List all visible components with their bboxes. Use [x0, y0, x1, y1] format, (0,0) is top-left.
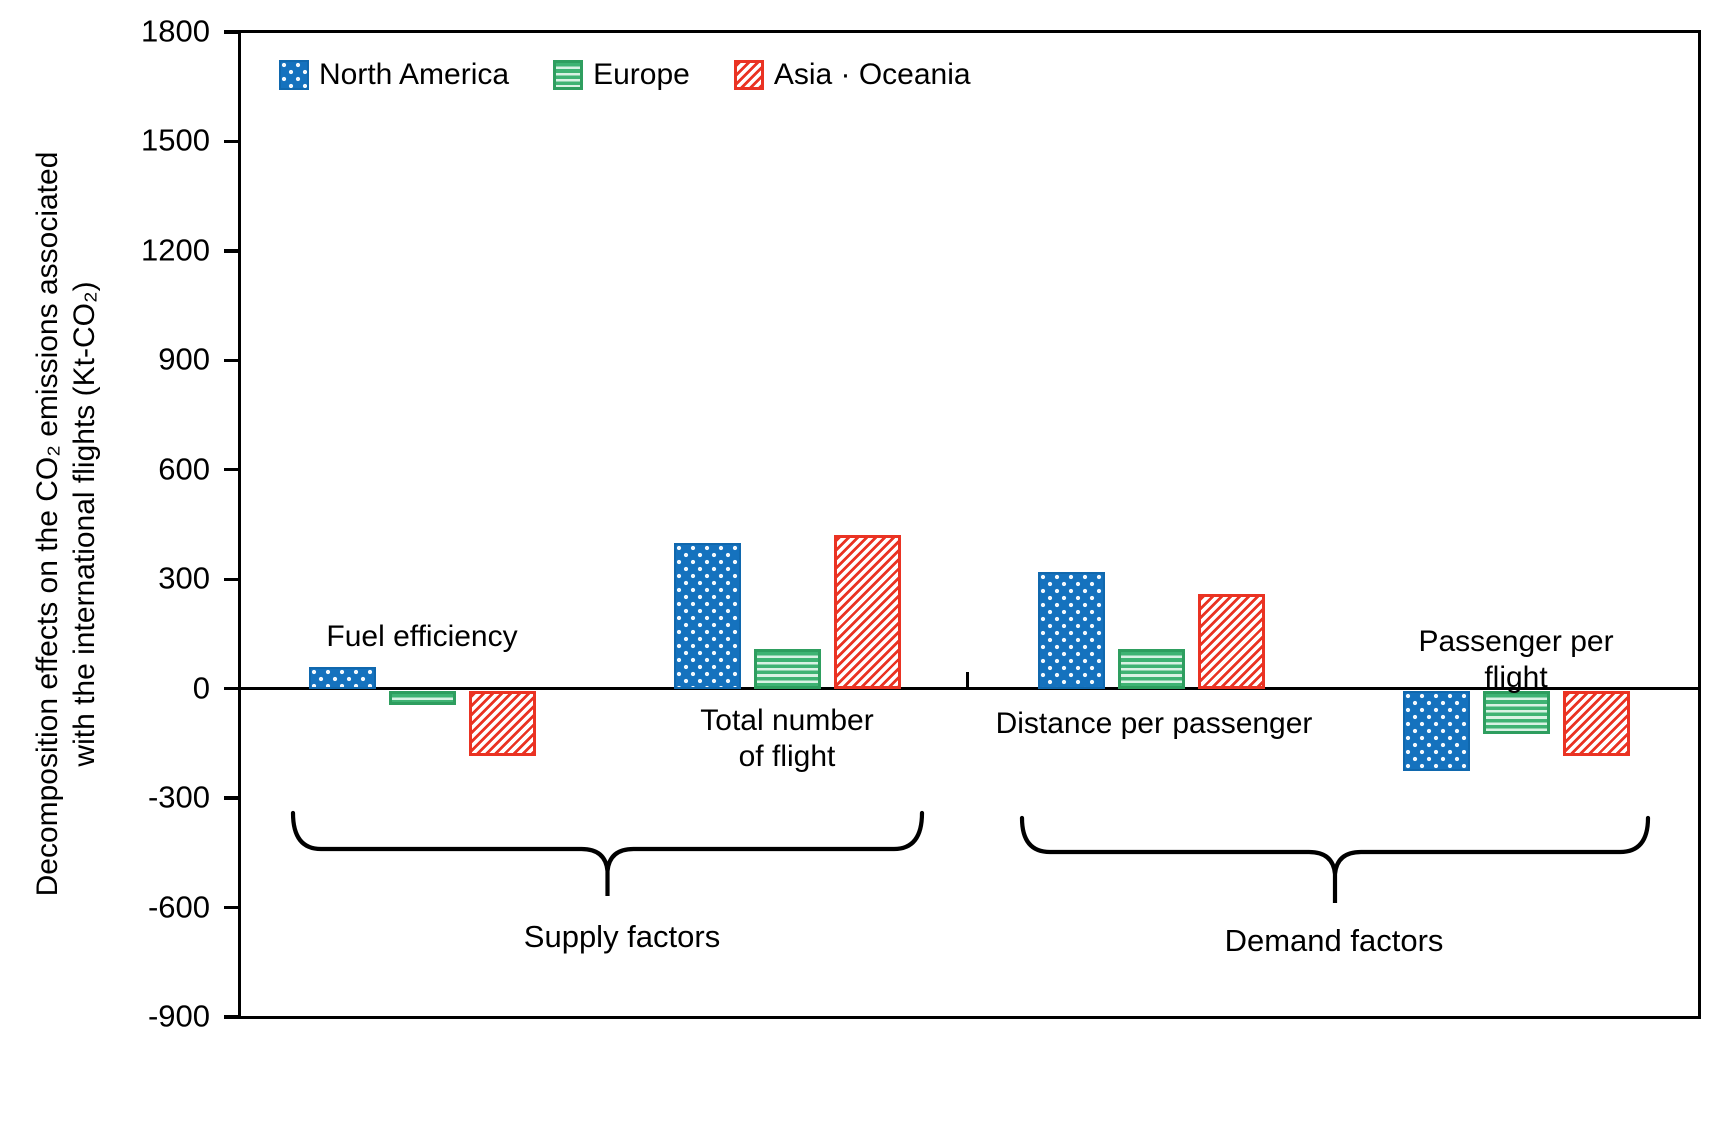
y-axis-title-line1: Decomposition effects on the CO₂ emissio… [31, 151, 64, 897]
y-axis-tick-mark [224, 1015, 240, 1019]
legend-item-north-america: North America [279, 58, 509, 92]
legend-item-asia-oceania: Asia · Oceania [733, 58, 971, 92]
bar-north-america-passenger-per-flight [1402, 690, 1470, 771]
bar-europe-distance-per-passenger [1118, 648, 1185, 689]
bar-asia-oceania-total-number-of-flight [833, 535, 901, 689]
legend-label-asia-oceania: Asia · Oceania [773, 58, 971, 91]
bar-asia-oceania-distance-per-passenger [1198, 593, 1265, 689]
y-axis-tick-mark [224, 139, 240, 144]
y-tick-label: 900 [158, 341, 210, 377]
legend-label-europe: Europe [593, 58, 690, 91]
y-axis-tick-mark [224, 358, 240, 363]
bar-north-america-fuel-efficiency [308, 666, 376, 689]
bar-europe-passenger-per-flight [1482, 690, 1550, 735]
supply-factors-label: Supply factors [523, 919, 721, 954]
y-axis-title: Decomposition effects on the CO₂ emissio… [29, 34, 103, 1014]
bar-asia-oceania-fuel-efficiency [468, 690, 536, 757]
y-axis-tick-mark [224, 686, 240, 691]
demand-factors-label: Demand factors [1224, 923, 1444, 958]
y-tick-label: -600 [147, 888, 210, 924]
plot-area-border [238, 30, 1701, 1019]
y-tick-label: 300 [158, 560, 210, 596]
y-tick-label: 1500 [141, 122, 210, 158]
category-label-distance-per-passenger: Distance per passenger [995, 707, 1313, 740]
legend: North America Europe Asia · Oceania [279, 58, 971, 92]
y-axis-tick-mark [224, 468, 240, 472]
legend-swatch-north-america [279, 60, 309, 90]
legend-label-north-america: North America [319, 58, 510, 91]
category-label-passenger-per-flight: Passenger per flight [1418, 625, 1614, 694]
y-axis-tick-mark [224, 30, 240, 34]
y-tick-label: 1200 [141, 232, 210, 268]
category-label-fuel-efficiency: Fuel efficiency [326, 620, 518, 653]
y-axis-tick-mark [224, 796, 240, 800]
y-tick-label: 1800 [141, 13, 210, 49]
category-label-total-number-of-flight: Total number of flight [700, 704, 874, 773]
bar-asia-oceania-passenger-per-flight [1562, 690, 1630, 757]
bar-europe-fuel-efficiency [388, 690, 456, 706]
legend-swatch-europe [553, 60, 584, 90]
bar-europe-total-number-of-flight [753, 648, 821, 689]
bar-north-america-distance-per-passenger [1038, 571, 1105, 689]
category-boundary-tick [966, 671, 970, 689]
y-tick-label: -900 [147, 998, 210, 1034]
y-axis-tick-mark [224, 249, 240, 253]
y-axis-title-line2: with the international flights (Kt-CO₂) [68, 281, 101, 767]
y-axis-tick-mark [224, 905, 240, 910]
zero-axis-line [240, 686, 1699, 691]
y-axis-tick-mark [224, 577, 240, 581]
y-tick-label: 600 [158, 451, 210, 487]
bar-north-america-total-number-of-flight [673, 542, 741, 689]
y-tick-label: -300 [147, 779, 210, 815]
legend-item-europe: Europe [553, 58, 690, 92]
y-tick-label: 0 [192, 669, 210, 705]
legend-swatch-asia-oceania [733, 60, 764, 90]
